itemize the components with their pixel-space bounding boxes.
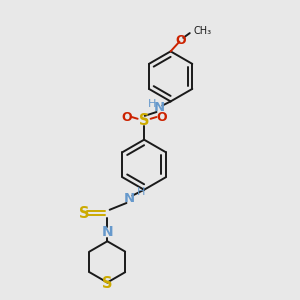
Text: S: S — [79, 206, 89, 221]
Text: N: N — [153, 101, 164, 114]
Text: H: H — [148, 99, 157, 109]
Text: S: S — [139, 113, 149, 128]
Text: H: H — [136, 187, 145, 197]
Text: S: S — [102, 276, 112, 291]
Text: O: O — [176, 34, 186, 47]
Text: O: O — [122, 110, 132, 124]
Text: N: N — [101, 225, 113, 239]
Text: O: O — [156, 110, 166, 124]
Text: N: N — [124, 192, 135, 205]
Text: CH₃: CH₃ — [193, 26, 212, 36]
